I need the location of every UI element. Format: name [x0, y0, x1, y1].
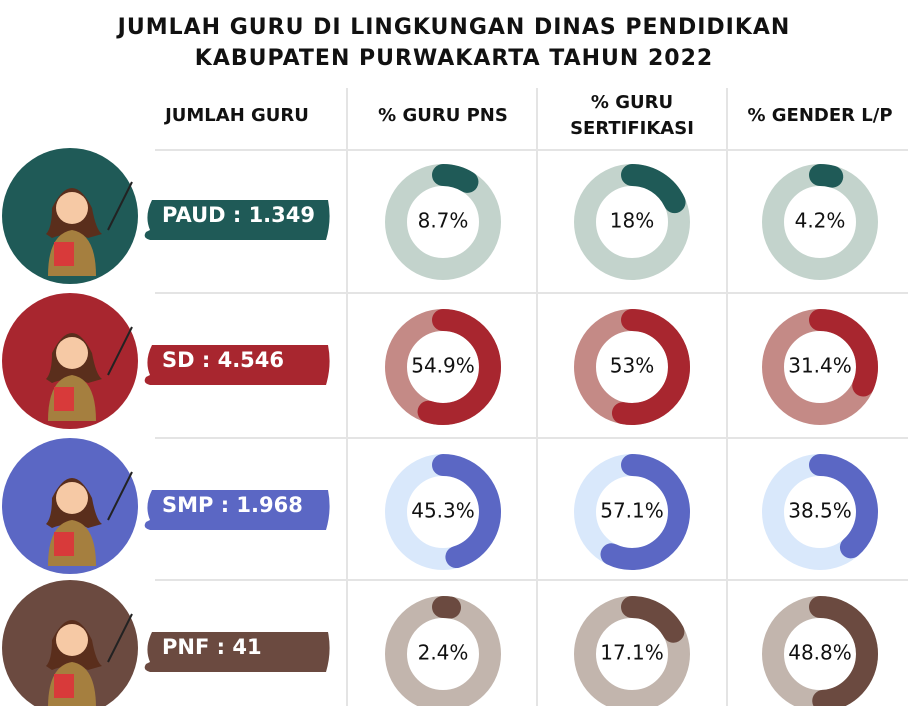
donut-label: 57.1%: [600, 499, 664, 523]
teacher-avatar: [2, 580, 138, 706]
donut-label: 4.2%: [795, 209, 846, 233]
donut-label: 53%: [610, 354, 654, 378]
donut-label: 2.4%: [418, 641, 469, 665]
face: [56, 482, 88, 514]
column-header: % GENDER L/P: [747, 105, 892, 126]
donut-label: 31.4%: [788, 354, 852, 378]
row-label: PAUD : 1.349: [162, 203, 315, 227]
book: [54, 674, 74, 698]
infographic: JUMLAH GURU DI LINGKUNGAN DINAS PENDIDIK…: [0, 0, 908, 706]
column-header: JUMLAH GURU: [163, 105, 309, 126]
row-label: SD : 4.546: [162, 348, 284, 372]
donut-label: 38.5%: [788, 499, 852, 523]
face: [56, 337, 88, 369]
donut-label: 17.1%: [600, 641, 664, 665]
row-label: PNF : 41: [162, 635, 262, 659]
book: [54, 242, 74, 266]
donut-label: 8.7%: [418, 209, 469, 233]
book: [54, 532, 74, 556]
teacher-avatar: [2, 148, 138, 284]
book: [54, 387, 74, 411]
column-header: SERTIFIKASI: [570, 118, 694, 139]
column-header: % GURU: [591, 92, 673, 113]
title: JUMLAH GURU DI LINGKUNGAN DINAS PENDIDIK…: [116, 15, 791, 40]
face: [56, 624, 88, 656]
teacher-avatar: [2, 438, 138, 574]
donut-label: 54.9%: [411, 354, 475, 378]
teacher-avatar: [2, 293, 138, 429]
donut-label: 45.3%: [411, 499, 475, 523]
donut-label: 48.8%: [788, 641, 852, 665]
column-header: % GURU PNS: [378, 105, 508, 126]
face: [56, 192, 88, 224]
title: KABUPATEN PURWAKARTA TAHUN 2022: [195, 46, 713, 71]
row-label: SMP : 1.968: [162, 493, 303, 517]
donut-label: 18%: [610, 209, 654, 233]
